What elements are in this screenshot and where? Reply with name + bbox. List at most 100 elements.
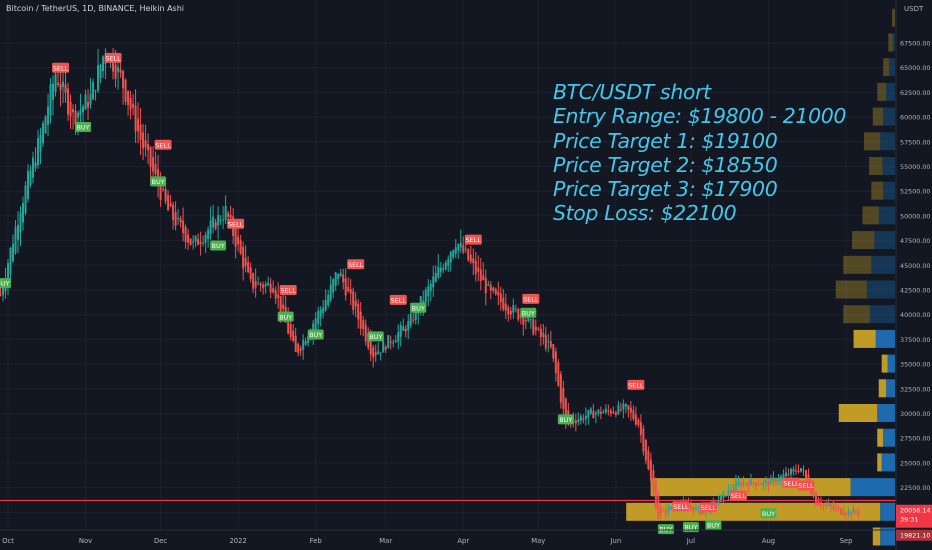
candle-body — [494, 289, 497, 295]
buy-signal-label[interactable] — [0, 278, 11, 289]
price-axis[interactable] — [896, 0, 932, 550]
signal-text: BUY — [212, 242, 225, 250]
sell-signal-label[interactable] — [227, 218, 245, 229]
y-tick-label: 50000.00 — [900, 212, 931, 220]
buy-signal-label[interactable] — [657, 524, 674, 535]
candle-body — [694, 507, 697, 510]
volume-profile-bar — [883, 428, 895, 447]
candle-body — [579, 416, 582, 421]
volume-profile-bar — [888, 33, 893, 52]
candle-body — [647, 450, 650, 470]
candle-body — [602, 411, 605, 414]
candle-body — [44, 116, 47, 134]
candle-body — [349, 289, 352, 294]
candle-body — [334, 272, 337, 286]
buy-signal-label[interactable] — [367, 331, 384, 342]
buy-signal-label[interactable] — [760, 508, 777, 519]
buy-signal-label[interactable] — [557, 414, 574, 425]
candle-body — [219, 220, 222, 222]
candle-body — [837, 507, 840, 509]
candle-body — [27, 171, 30, 200]
candle-body — [362, 320, 365, 330]
candle-body — [662, 510, 665, 512]
sell-signal-label[interactable] — [279, 285, 297, 295]
candle-body — [442, 268, 445, 270]
candle-body — [92, 81, 95, 100]
x-tick-label: Jun — [610, 537, 622, 545]
sell-signal-label[interactable] — [672, 501, 690, 512]
low-price-label: 19821.10 — [900, 532, 931, 540]
candle-body — [117, 67, 120, 72]
candle-body — [314, 318, 317, 330]
volume-profile-bar — [872, 527, 881, 546]
candle-body — [764, 480, 767, 483]
sell-signal-label[interactable] — [104, 52, 122, 63]
candle-body — [282, 304, 285, 309]
signal-text: SELL — [798, 482, 814, 490]
candle-body — [689, 505, 692, 509]
candle-body — [144, 140, 147, 148]
candle-body — [139, 124, 142, 140]
volume-profile-bar — [872, 107, 884, 126]
candle-body — [344, 278, 347, 296]
sell-signal-label[interactable] — [729, 490, 747, 501]
sell-signal-label[interactable] — [464, 234, 482, 245]
volume-profile-bar — [878, 379, 887, 398]
volume-profile-bar — [843, 255, 872, 274]
candle-body — [562, 388, 565, 409]
signal-text: BUY — [522, 309, 535, 317]
candle-body — [22, 202, 25, 223]
candle-body — [37, 137, 40, 166]
candle-body — [747, 483, 750, 487]
volume-profile-bar — [871, 255, 895, 274]
candle-body — [382, 341, 385, 353]
candle-body — [584, 415, 587, 420]
signal-text: SELL — [783, 479, 799, 487]
buy-signal-label[interactable] — [520, 307, 537, 318]
sell-signal-label[interactable] — [627, 379, 645, 390]
buy-signal-label[interactable] — [75, 121, 92, 132]
sell-signal-label[interactable] — [154, 139, 172, 150]
candle-body — [612, 412, 615, 414]
sell-signal-label[interactable] — [522, 293, 540, 304]
candle-body — [394, 340, 397, 343]
candle-body — [759, 484, 762, 486]
candle-body — [237, 236, 240, 245]
buy-signal-label[interactable] — [410, 302, 427, 313]
candle-body — [484, 277, 487, 294]
signal-text: BUY — [707, 522, 720, 530]
buy-signal-label[interactable] — [307, 329, 324, 340]
candle-body — [227, 212, 230, 217]
candle-body — [379, 352, 382, 354]
buy-signal-label[interactable] — [210, 240, 227, 251]
candle-body — [544, 335, 547, 349]
sell-signal-label[interactable] — [52, 62, 70, 73]
candle-body — [7, 262, 9, 286]
x-tick-label: Aug — [762, 537, 775, 545]
candle-body — [482, 275, 485, 281]
sell-signal-label[interactable] — [797, 480, 815, 491]
candle-body — [212, 216, 215, 228]
candle-body — [654, 481, 657, 509]
candle-body — [19, 212, 22, 233]
sell-signal-label[interactable] — [347, 259, 365, 270]
sell-signal-label[interactable] — [782, 477, 800, 488]
candle-body — [757, 484, 760, 486]
buy-signal-label[interactable] — [277, 311, 294, 322]
volume-profile-bar — [883, 181, 895, 200]
candle-body — [327, 294, 330, 306]
candle-body — [727, 489, 730, 496]
volume-profile-bar — [880, 132, 895, 151]
sell-signal-label[interactable] — [389, 294, 407, 305]
candle-body — [772, 477, 775, 481]
candle-body — [429, 283, 432, 292]
candle-body — [427, 286, 430, 297]
sell-signal-label[interactable] — [699, 502, 717, 513]
candle-body — [197, 239, 200, 245]
y-tick-label: 67500.00 — [900, 40, 931, 48]
y-tick-label: 52500.00 — [900, 188, 931, 196]
buy-signal-label[interactable] — [705, 520, 722, 531]
candle-body — [32, 157, 35, 178]
buy-signal-label[interactable] — [150, 176, 167, 187]
